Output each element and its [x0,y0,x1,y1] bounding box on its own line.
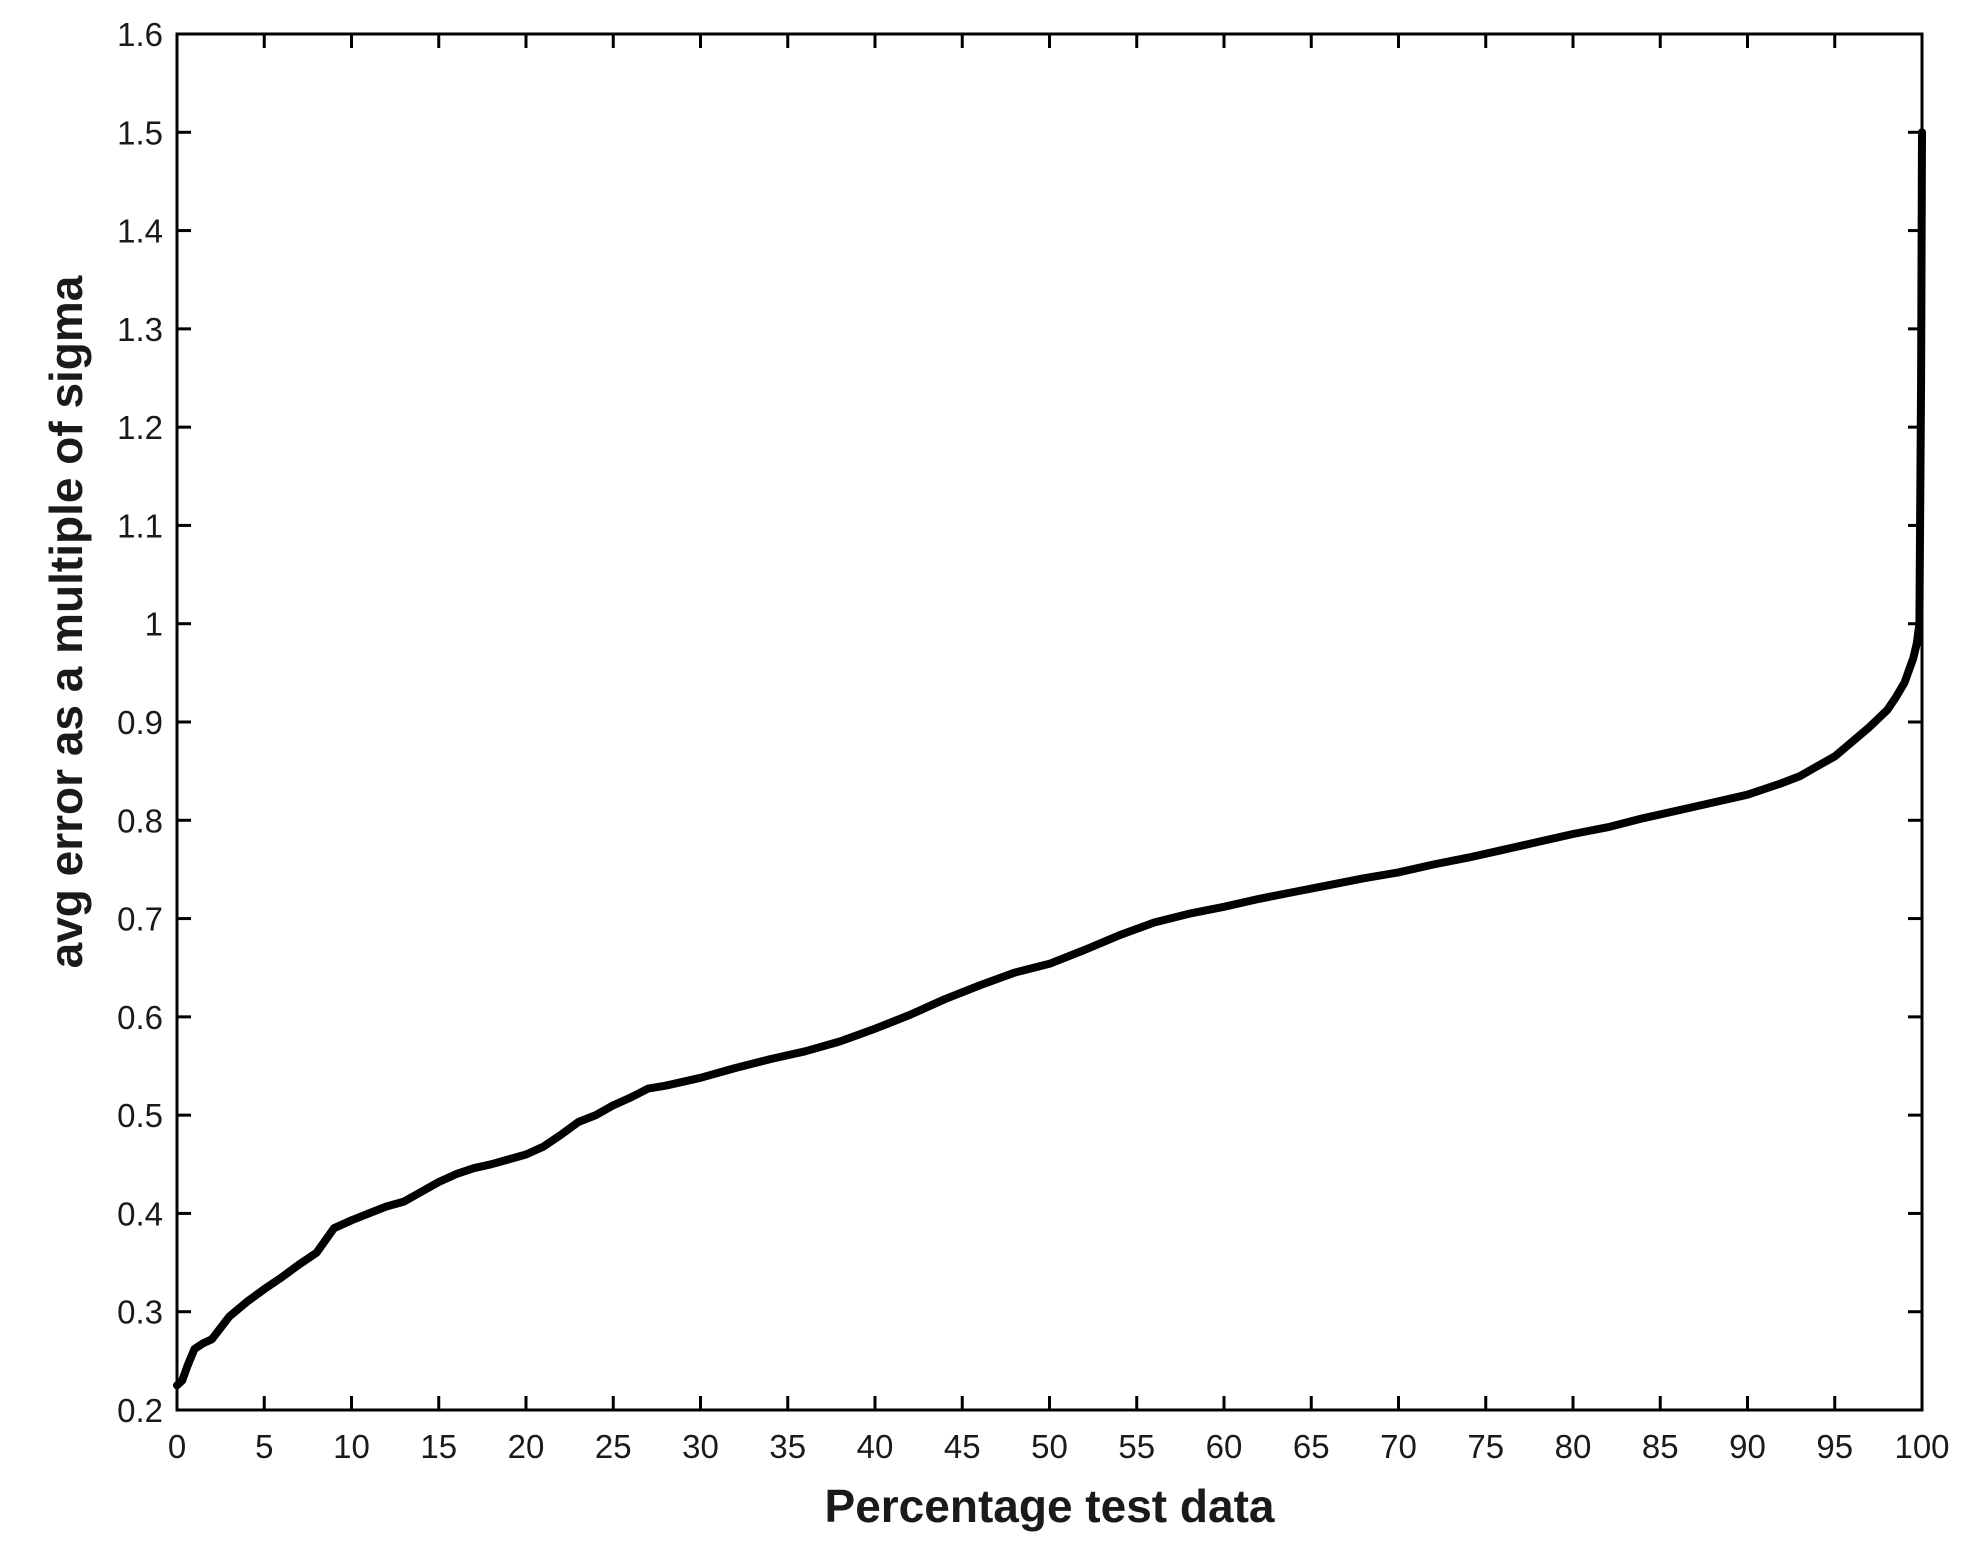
x-tick-label: 65 [1293,1428,1330,1465]
y-tick-label: 0.2 [117,1392,163,1429]
x-tick-label: 35 [769,1428,806,1465]
x-tick-label: 20 [508,1428,545,1465]
x-tick-label: 60 [1206,1428,1243,1465]
y-tick-label: 0.5 [117,1097,163,1134]
x-tick-label: 75 [1467,1428,1504,1465]
x-axis-title: Percentage test data [825,1480,1275,1532]
x-tick-label: 25 [595,1428,632,1465]
x-tick-label: 40 [857,1428,894,1465]
y-tick-label: 0.9 [117,704,163,741]
y-tick-label: 0.8 [117,802,163,839]
x-tick-label: 90 [1729,1428,1766,1465]
y-tick-label: 0.4 [117,1195,163,1232]
x-tick-label: 100 [1894,1428,1949,1465]
y-tick-label: 1.4 [117,213,163,250]
y-tick-label: 1.1 [117,507,163,544]
series-layer [173,128,1926,1390]
y-tick-label: 0.6 [117,999,163,1036]
x-tick-label: 85 [1642,1428,1679,1465]
x-tick-label: 0 [168,1428,186,1465]
x-tick-label: 15 [420,1428,457,1465]
tick-marks [175,32,1924,1412]
y-tick-label: 1.2 [117,409,163,446]
y-tick-label: 0.3 [117,1294,163,1331]
x-tick-label: 80 [1555,1428,1592,1465]
x-tick-label: 55 [1118,1428,1155,1465]
x-tick-label: 50 [1031,1428,1068,1465]
x-tick-label: 70 [1380,1428,1417,1465]
x-tick-label: 95 [1816,1428,1853,1465]
x-tick-label: 45 [944,1428,981,1465]
x-tick-label: 5 [255,1428,273,1465]
series-line [173,128,1926,1390]
y-tick-label: 1.5 [117,114,163,151]
y-tick-label: 1.3 [117,311,163,348]
plot-frame [175,32,1924,1412]
x-tick-label: 10 [333,1428,370,1465]
y-tick-label: 1.6 [117,16,163,53]
y-axis-title: avg error as a multiple of sigma [40,275,92,968]
y-tick-labels: 0.2 0.3 0.4 0.5 0.6 0.7 0.8 0.9 1 1.1 1.2 1.3 1.4 1.5… [117,16,163,1429]
y-tick-label: 1 [145,606,163,643]
x-tick-label: 30 [682,1428,719,1465]
y-tick-label: 0.7 [117,901,163,938]
x-tick-labels: 0 5 10 15 20 25 30 35 40 45 50 55 60 65 70 75 80 85 90 95 10… [168,1428,1950,1465]
